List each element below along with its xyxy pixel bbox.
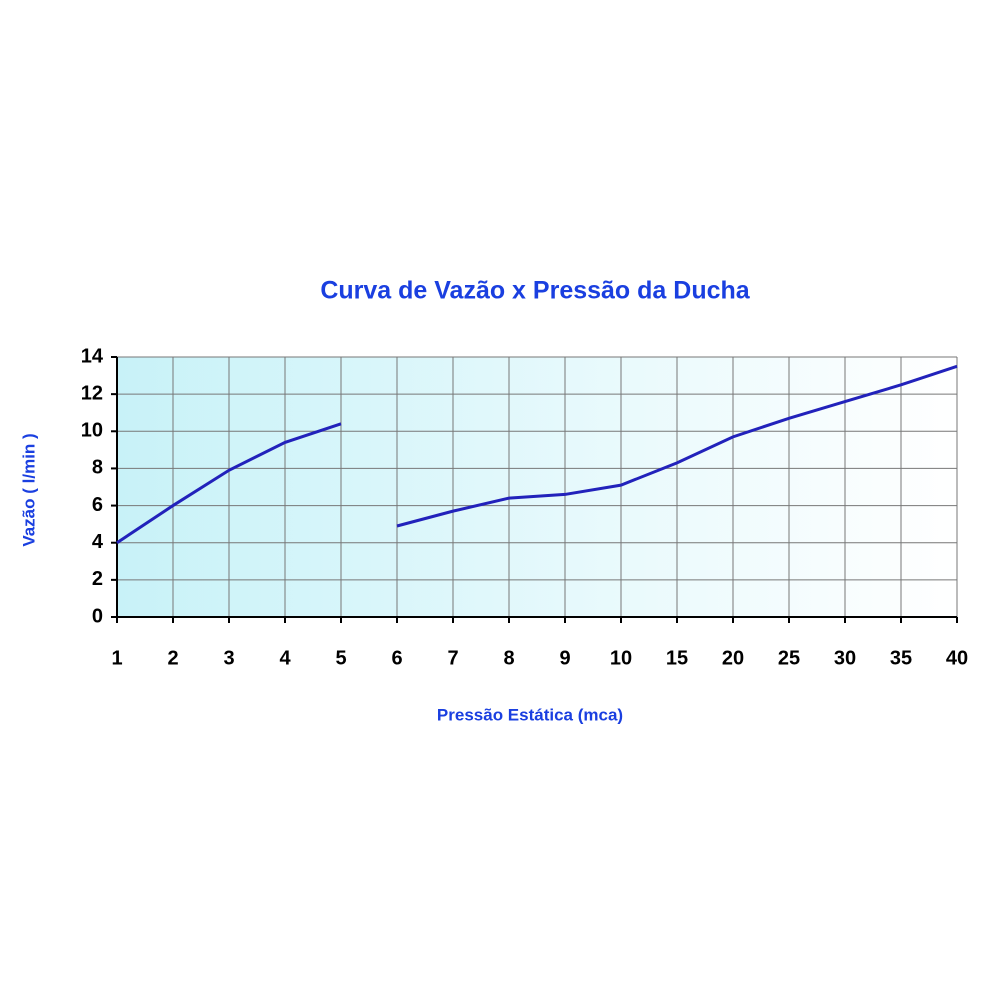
y-axis-label: Vazão ( l/min ) <box>19 433 38 546</box>
x-tick-label: 1 <box>111 647 122 669</box>
x-tick-label: 9 <box>559 647 570 669</box>
x-tick-label: 25 <box>778 647 800 669</box>
data-line <box>116 422 342 544</box>
x-tick-label: 30 <box>834 647 856 669</box>
x-tick-label: 6 <box>391 647 402 669</box>
x-tick-label: 40 <box>946 647 968 669</box>
x-tick-label: 2 <box>167 647 178 669</box>
y-tick-label: 8 <box>92 457 103 479</box>
x-tick-label: 7 <box>447 647 458 669</box>
plot-background <box>117 357 957 617</box>
y-tick-label: 0 <box>92 605 103 627</box>
x-tick-label: 20 <box>722 647 744 669</box>
x-tick-label: 35 <box>890 647 912 669</box>
x-tick-label: 10 <box>610 647 632 669</box>
y-tick-label: 4 <box>92 531 104 553</box>
y-tick-label: 12 <box>81 382 103 404</box>
x-tick-label: 8 <box>503 647 514 669</box>
y-tick-label: 2 <box>92 568 103 590</box>
y-tick-label: 6 <box>92 494 103 516</box>
x-tick-label: 4 <box>279 647 291 669</box>
chart-title: Curva de Vazão x Pressão da Ducha <box>320 277 750 305</box>
x-tick-label: 15 <box>666 647 688 669</box>
x-tick-label: 3 <box>223 647 234 669</box>
data-line <box>396 364 958 528</box>
x-tick-label: 5 <box>335 647 346 669</box>
y-tick-label: 10 <box>81 420 103 442</box>
x-axis-label: Pressão Estática (mca) <box>437 705 623 724</box>
y-tick-label: 14 <box>81 345 104 367</box>
